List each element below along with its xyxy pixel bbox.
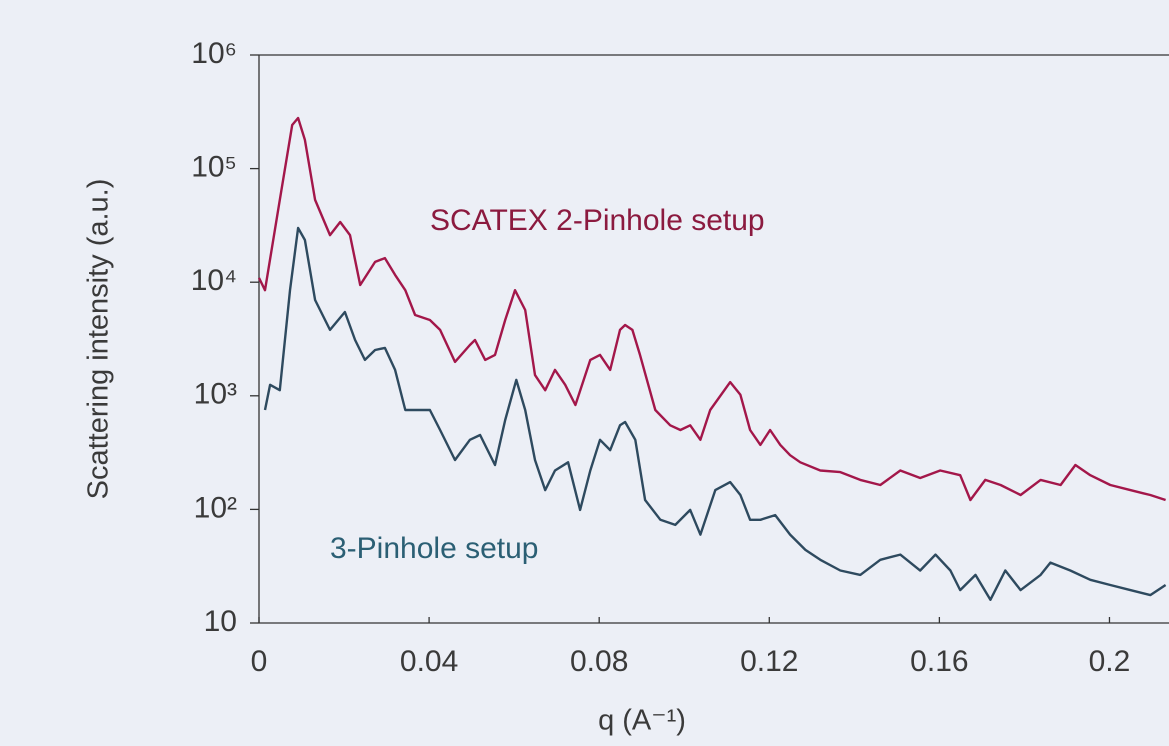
y-tick-label: 10² <box>194 491 237 524</box>
x-tick-label: 0.12 <box>740 645 798 678</box>
x-tick-label: 0.08 <box>570 645 628 678</box>
annotation: 3-Pinhole setup <box>330 532 538 565</box>
x-tick-label: 0.2 <box>1089 645 1131 678</box>
series-line <box>257 116 1166 502</box>
x-tick-label: 0.16 <box>910 645 968 678</box>
x-tick-label: 0 <box>251 645 268 678</box>
y-tick-label: 10⁴ <box>191 264 237 297</box>
y-tick-label: 10 <box>204 605 237 638</box>
y-tick-label: 10⁵ <box>191 151 237 184</box>
y-tick-label: 10⁶ <box>191 37 237 70</box>
y-axis-title: Scattering intensity (a.u.) <box>83 179 115 500</box>
series-line <box>263 226 1167 601</box>
x-tick-label: 0.04 <box>400 645 458 678</box>
annotation: SCATEX 2-Pinhole setup <box>430 204 765 237</box>
x-axis-title: q (A⁻¹) <box>598 705 686 737</box>
y-tick-label: 10³ <box>194 378 237 411</box>
